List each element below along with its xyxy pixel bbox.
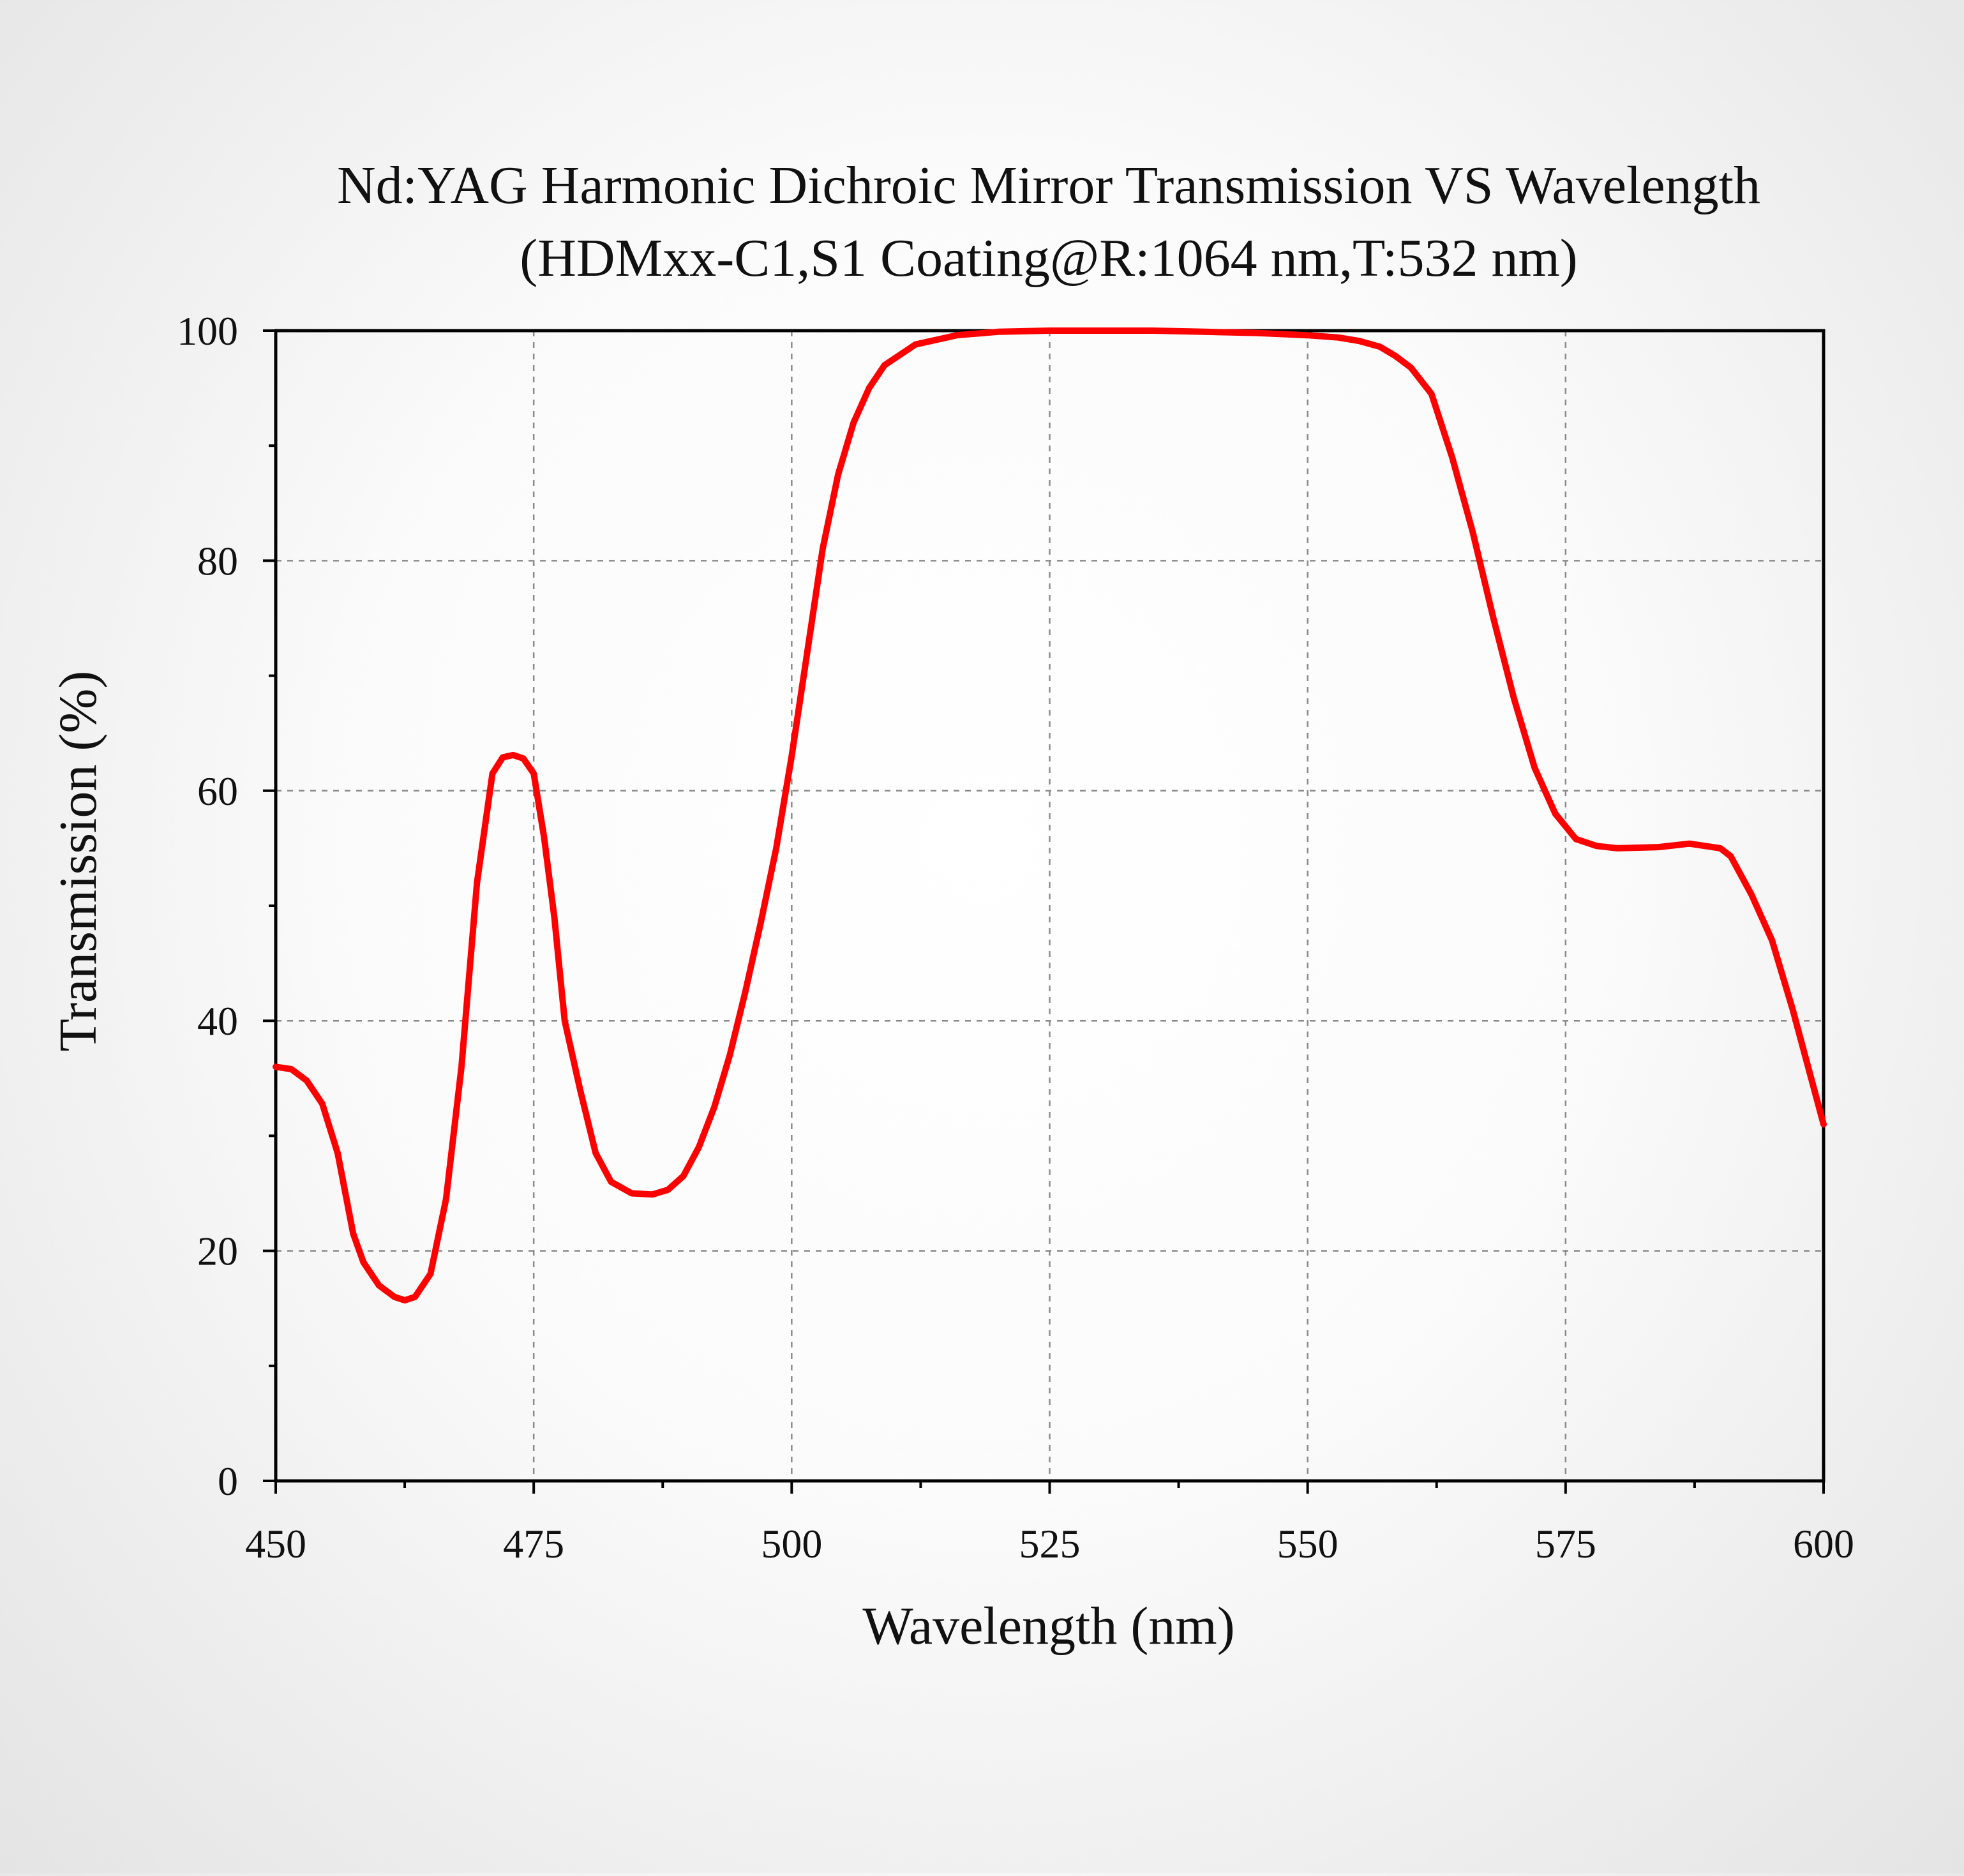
x-axis-label: Wavelength (nm) [862, 1596, 1234, 1656]
chart-subtitle: (HDMxx-C1,S1 Coating@R:1064 nm,T:532 nm) [520, 229, 1578, 288]
y-tick-label: 20 [197, 1229, 238, 1274]
x-tick-label: 450 [245, 1521, 306, 1566]
series-line [273, 327, 1827, 1304]
axes [263, 329, 1825, 1494]
x-tick-label: 550 [1277, 1521, 1338, 1566]
x-tick-label: 525 [1019, 1521, 1081, 1566]
y-tick-label: 0 [218, 1459, 238, 1504]
y-axis-label: Transmission (%) [49, 671, 108, 1052]
x-tick-label: 575 [1535, 1521, 1596, 1566]
series-layer [273, 327, 1827, 1304]
y-tick-label: 40 [197, 998, 238, 1044]
y-tick-label: 100 [177, 308, 238, 354]
text-layer: 450 475 500 525 550 575 600 0 20 40 60 80 100 Nd:YAG … [49, 156, 1854, 1656]
x-tick-label: 600 [1793, 1521, 1854, 1566]
chart-title: Nd:YAG Harmonic Dichroic Mirror Transmis… [337, 156, 1760, 215]
x-tick-label: 475 [503, 1521, 564, 1566]
x-tick-label: 500 [761, 1521, 822, 1566]
y-tick-label: 60 [197, 769, 238, 814]
y-tick-label: 80 [197, 538, 238, 583]
grid-lines [276, 331, 1824, 1481]
